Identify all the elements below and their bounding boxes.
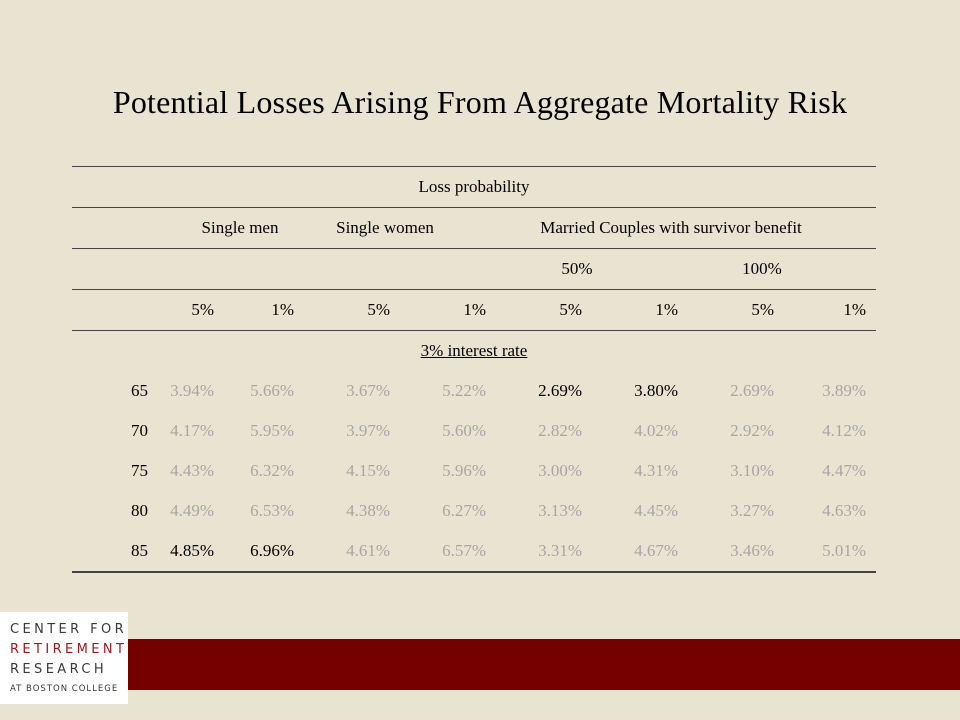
- age-cell: 75: [131, 461, 148, 480]
- age-cell: 70: [131, 421, 148, 440]
- value-cell: 3.00%: [538, 461, 582, 480]
- value-cell: 3.89%: [822, 381, 867, 400]
- logo-line: AT BOSTON COLLEGE: [10, 684, 119, 694]
- logo-line: RETIREMENT: [10, 642, 128, 657]
- group-header-row: Single men Single women Married Couples …: [72, 207, 877, 249]
- loss-table: Loss probability Single men Single women…: [72, 166, 877, 573]
- value-cell: 6.27%: [442, 501, 486, 520]
- prob-col-header: 1%: [592, 289, 688, 331]
- value-cell: 4.45%: [634, 501, 678, 520]
- probability-header-row: 5% 1% 5% 1% 5% 1% 5% 1%: [72, 289, 877, 331]
- prob-col-header: 1%: [784, 289, 877, 331]
- prob-col-header: 1%: [400, 289, 496, 331]
- value-cell: 4.61%: [304, 531, 400, 573]
- table-row: 80 4.49% 6.53% 4.38% 6.27% 3.13% 4.45% 3…: [72, 491, 876, 531]
- prob-col-header: 5%: [496, 289, 592, 331]
- value-cell: 4.31%: [634, 461, 678, 480]
- value-cell: 3.10%: [730, 461, 774, 480]
- age-cell: 80: [131, 501, 148, 520]
- table-row: 70 4.17% 5.95% 3.97% 5.60% 2.82% 4.02% 2…: [72, 411, 876, 451]
- value-cell: 3.46%: [688, 531, 784, 573]
- value-cell: 2.82%: [538, 421, 582, 440]
- value-cell: 4.38%: [346, 501, 390, 520]
- single-men-header: Single men: [152, 207, 304, 249]
- age-cell: 65: [131, 381, 148, 400]
- loss-probability-header: Loss probability: [72, 166, 877, 208]
- value-cell: 6.57%: [400, 531, 496, 573]
- logo-line: CENTER FOR: [10, 622, 128, 637]
- table-row: 75 4.43% 6.32% 4.15% 5.96% 3.00% 4.31% 3…: [72, 451, 876, 491]
- value-cell: 4.43%: [170, 461, 214, 480]
- value-cell: 4.63%: [822, 501, 867, 520]
- prob-col-header: 1%: [224, 289, 304, 331]
- value-cell: 4.85%: [152, 531, 224, 573]
- value-cell: 6.32%: [250, 461, 294, 480]
- age-cell: 85: [72, 531, 152, 573]
- value-cell: 6.96%: [224, 531, 304, 573]
- prob-col-header: 5%: [304, 289, 400, 331]
- value-cell: 4.17%: [170, 421, 214, 440]
- value-cell: 4.67%: [592, 531, 688, 573]
- single-women-header: Single women: [304, 207, 496, 249]
- logo-line: RESEARCH: [10, 662, 108, 677]
- value-cell: 2.69%: [730, 381, 774, 400]
- value-cell: 5.96%: [442, 461, 486, 480]
- table-row: 85 4.85% 6.96% 4.61% 6.57% 3.31% 4.67% 3…: [72, 531, 877, 573]
- value-cell: 5.95%: [250, 421, 294, 440]
- benefit-50-header: 50%: [496, 248, 688, 290]
- value-cell: 4.49%: [170, 501, 214, 520]
- value-cell: 4.47%: [822, 461, 867, 480]
- value-cell: 4.15%: [346, 461, 390, 480]
- benefit-header-row: 50% 100%: [72, 248, 877, 290]
- value-cell: 3.97%: [346, 421, 390, 440]
- interest-rate-section-label: 3% interest rate: [420, 341, 528, 360]
- value-cell: 6.53%: [250, 501, 294, 520]
- section-row: 3% interest rate: [72, 331, 876, 372]
- value-cell: 2.92%: [730, 421, 774, 440]
- value-cell: 5.66%: [250, 381, 294, 400]
- loss-probability-row: Loss probability: [72, 166, 877, 208]
- value-cell: 4.12%: [822, 421, 867, 440]
- prob-col-header: 5%: [152, 289, 224, 331]
- value-cell: 3.31%: [496, 531, 592, 573]
- value-cell: 3.94%: [170, 381, 214, 400]
- value-cell: 5.60%: [442, 421, 486, 440]
- married-couples-header: Married Couples with survivor benefit: [496, 207, 877, 249]
- value-cell: 3.27%: [730, 501, 774, 520]
- value-cell: 2.69%: [538, 381, 582, 400]
- benefit-100-header: 100%: [688, 248, 877, 290]
- footer-bar: [128, 639, 960, 690]
- value-cell: 3.13%: [538, 501, 582, 520]
- page-title: Potential Losses Arising From Aggregate …: [112, 84, 848, 120]
- value-cell: 3.67%: [346, 381, 390, 400]
- value-cell: 5.22%: [442, 381, 486, 400]
- value-cell: 5.01%: [784, 531, 877, 573]
- value-cell: 4.02%: [634, 421, 678, 440]
- table-row: 65 3.94% 5.66% 3.67% 5.22% 2.69% 3.80% 2…: [72, 371, 876, 411]
- center-for-retirement-research-logo: CENTER FOR RETIREMENT RESEARCH AT BOSTON…: [0, 612, 128, 704]
- prob-col-header: 5%: [688, 289, 784, 331]
- value-cell: 3.80%: [634, 381, 678, 400]
